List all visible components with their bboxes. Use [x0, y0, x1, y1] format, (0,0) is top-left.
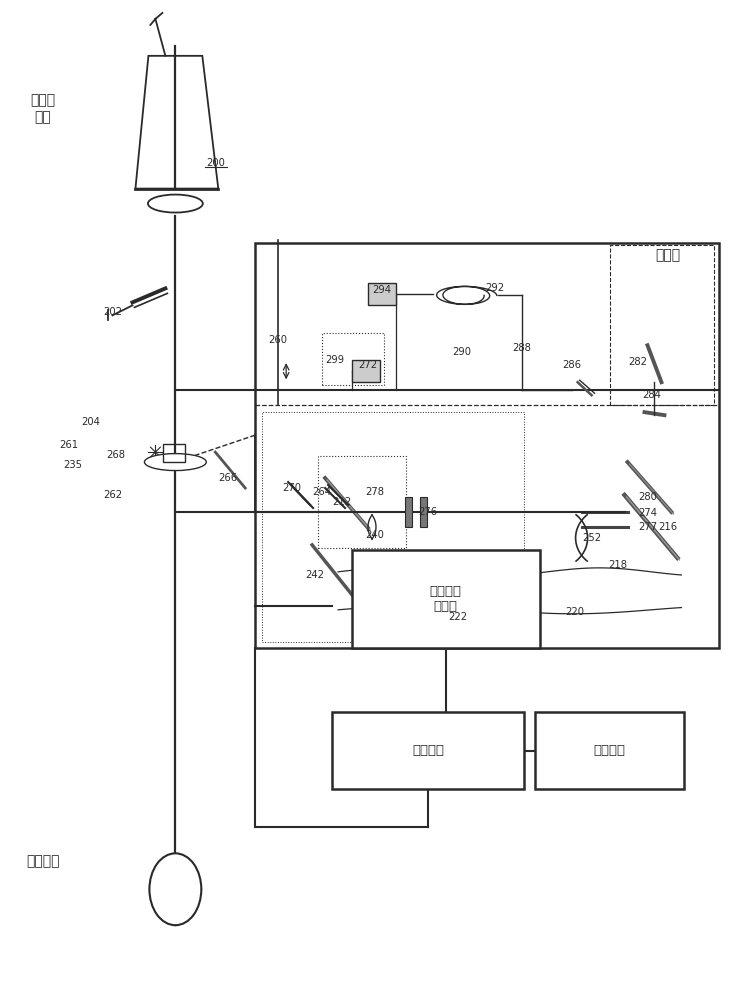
Text: 262: 262 [103, 490, 122, 500]
Text: 278: 278 [366, 487, 384, 497]
Text: 前端电子
处理器: 前端电子 处理器 [430, 585, 462, 613]
Bar [535, 712, 684, 789]
Text: 284: 284 [642, 390, 661, 400]
Ellipse shape [148, 195, 202, 213]
Text: 212: 212 [333, 497, 352, 507]
Bar [610, 245, 715, 405]
Text: 274: 274 [638, 508, 657, 518]
Text: 204: 204 [81, 417, 100, 427]
Text: 292: 292 [486, 283, 504, 293]
Text: 参考镜: 参考镜 [655, 248, 680, 262]
Bar [420, 497, 427, 527]
Bar [318, 456, 406, 548]
Text: 显微镜
物镜: 显微镜 物镜 [30, 94, 55, 124]
Text: 216: 216 [658, 522, 677, 532]
Text: 主计算机: 主计算机 [412, 744, 444, 757]
Text: 282: 282 [628, 357, 647, 367]
Text: 220: 220 [565, 607, 584, 617]
Text: 286: 286 [562, 360, 581, 370]
Text: 268: 268 [106, 450, 125, 460]
Text: 288: 288 [512, 343, 531, 353]
Bar [262, 412, 524, 642]
Text: 200: 200 [206, 158, 225, 168]
Text: 240: 240 [366, 530, 384, 540]
Ellipse shape [149, 853, 201, 925]
Text: 252: 252 [582, 533, 601, 543]
Bar [368, 283, 396, 305]
Text: 294: 294 [372, 285, 392, 295]
Text: 242: 242 [306, 570, 324, 580]
Bar [322, 333, 384, 385]
Text: 270: 270 [282, 483, 302, 493]
Text: 290: 290 [452, 347, 471, 357]
Text: 235: 235 [63, 460, 82, 470]
Text: 299: 299 [325, 355, 344, 365]
Text: 260: 260 [269, 335, 287, 345]
Text: 261: 261 [59, 440, 78, 450]
Text: 218: 218 [608, 560, 627, 570]
Bar [352, 550, 539, 648]
Bar [163, 444, 185, 462]
Text: 264: 264 [313, 487, 332, 497]
Bar [352, 360, 380, 382]
Bar [255, 243, 719, 648]
Text: 272: 272 [358, 360, 378, 370]
Text: 222: 222 [449, 612, 467, 622]
Text: 202: 202 [103, 307, 122, 317]
Text: 患者眼睛: 患者眼睛 [26, 854, 59, 868]
Ellipse shape [144, 454, 206, 471]
Bar [405, 497, 412, 527]
Bar [332, 712, 524, 789]
Text: 276: 276 [418, 507, 437, 517]
Text: 280: 280 [638, 492, 657, 502]
Text: 277: 277 [638, 522, 657, 532]
Text: 266: 266 [219, 473, 238, 483]
Text: 显示模块: 显示模块 [593, 744, 625, 757]
